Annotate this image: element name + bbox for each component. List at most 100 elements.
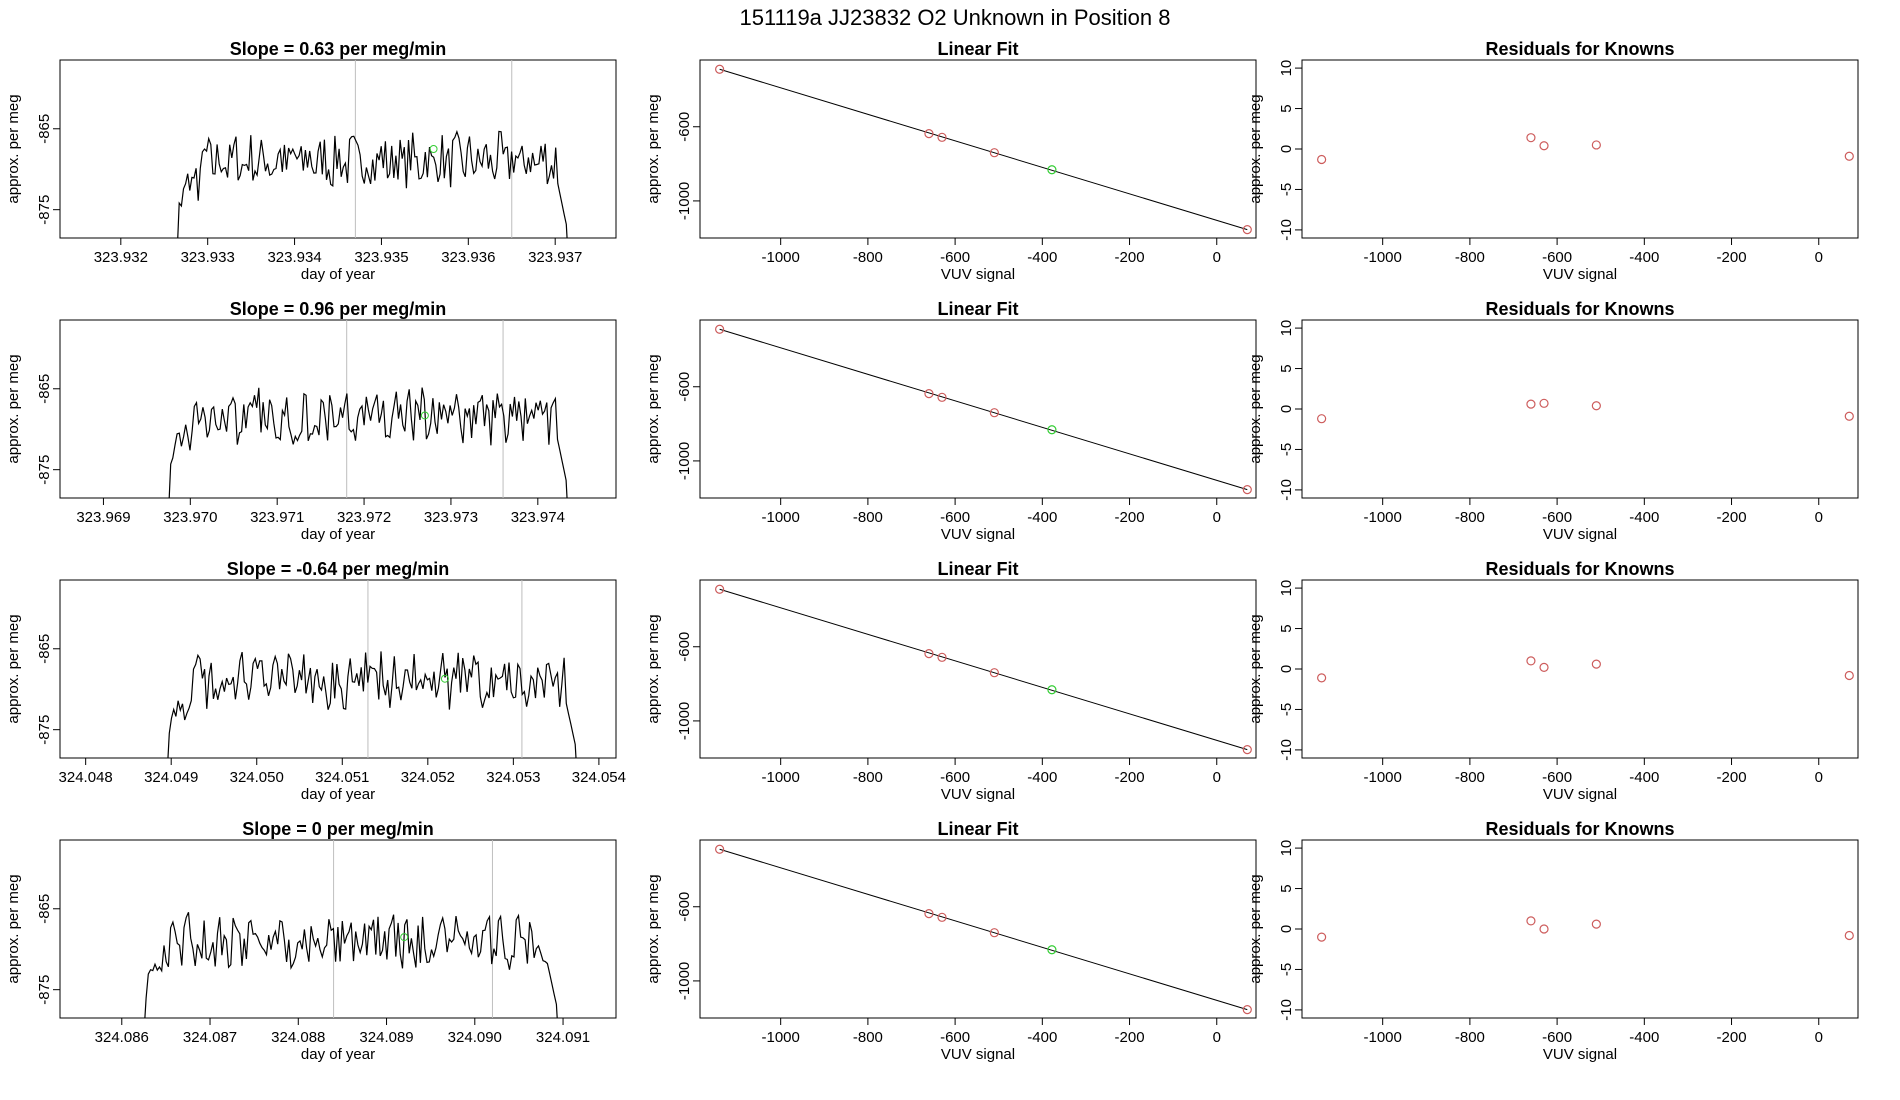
y-tick-label: -865 [36,114,53,144]
x-tick-label: -400 [1027,509,1057,526]
x-tick-label: -400 [1629,1029,1659,1046]
y-tick-label: -5 [1278,703,1295,716]
x-tick-label: -600 [1542,769,1572,786]
y-tick-label: -865 [36,634,53,664]
panel-1: Slope = 0.96 per meg/min 323.969 323.970 32… [5,299,617,543]
x-tick-label: -200 [1717,769,1747,786]
known-point [1317,414,1327,424]
plot-area [168,320,568,498]
known-point [937,392,947,402]
signal-trace [177,129,568,238]
known-point [1844,151,1854,161]
unknown-marker-point [420,411,429,420]
y-tick-label: -1000 [676,702,693,740]
panel-8: Residuals for Knowns-1000 -800 -600 -400 -20… [1247,39,1859,283]
x-tick-label: -200 [1115,1029,1145,1046]
unknown-marker-point [429,145,438,153]
known-point [1591,140,1601,150]
x-tick-label: -800 [1455,769,1485,786]
y-tick-label: 5 [1278,104,1295,112]
y-tick-label: 5 [1278,884,1295,892]
x-axis-label: VUV signal [1543,526,1617,543]
y-axis-label: approx. per meg [5,354,22,463]
unknown-marker-point [440,674,449,683]
signal-trace [168,387,568,498]
y-axis-label: approx. per meg [645,94,662,203]
x-tick-label: -800 [853,509,883,526]
x-tick-label: -600 [940,509,970,526]
x-tick-label: 323.933 [181,249,235,266]
y-tick-label: 0 [1278,665,1295,673]
y-tick-label: -600 [676,372,693,402]
x-tick-label: -400 [1027,249,1057,266]
panel-2: Slope = -0.64 per meg/min 324.048 324.049 3… [5,559,626,803]
panel-title: Slope = 0.96 per meg/min [230,299,447,319]
known-point [989,408,999,418]
plot-area [715,64,1252,235]
panel-6: Linear Fit -1000 -800 -600 -400 -200 0 -600 -100… [645,559,1257,803]
y-axis-label: approx. per meg [1247,874,1264,983]
x-axis-label: VUV signal [941,266,1015,283]
x-axis-label: day of year [301,526,375,543]
x-tick-label: 324.086 [95,1029,149,1046]
known-point [924,909,934,919]
y-tick-label: -5 [1278,183,1295,196]
signal-trace [167,651,577,758]
y-tick-label: 0 [1278,925,1295,933]
known-point [924,389,934,399]
y-tick-label: -875 [36,715,53,745]
plot-area [715,844,1252,1015]
y-axis-label: approx. per meg [1247,354,1264,463]
x-tick-label: 323.934 [267,249,321,266]
x-tick-label: -800 [1455,509,1485,526]
known-point [937,652,947,662]
plot-frame [59,319,617,499]
fit-line [719,328,1248,491]
known-point [1242,485,1252,495]
plot-frame [59,579,617,759]
y-tick-label: -5 [1278,443,1295,456]
known-point [1539,924,1549,934]
known-point [1526,656,1536,666]
x-tick-label: -600 [940,249,970,266]
unknown-point [1047,685,1057,695]
unknown-point [1047,945,1057,955]
x-tick-label: 324.051 [315,769,369,786]
unknown-point [1047,165,1057,175]
panel-title: Slope = 0.63 per meg/min [230,39,447,59]
x-tick-label: -200 [1717,1029,1747,1046]
panel-0: Slope = 0.63 per meg/min 323.932 323.933 32… [5,39,617,283]
x-tick-label: 0 [1815,769,1823,786]
x-tick-label: -600 [1542,249,1572,266]
known-point [1844,411,1854,421]
known-point [1844,670,1854,681]
x-tick-label: -200 [1115,509,1145,526]
plot-frame [699,839,1257,1019]
x-tick-label: 0 [1213,1029,1221,1046]
y-tick-label: 5 [1278,624,1295,632]
y-tick-label: -865 [36,894,53,924]
x-tick-label: -200 [1115,249,1145,266]
y-axis-label: approx. per meg [5,614,22,723]
plot-area [1317,133,1854,165]
x-axis-label: day of year [301,1046,375,1063]
x-tick-label: 0 [1815,509,1823,526]
panel-11: Residuals for Knowns-1000 -800 -600 -400 -20… [1247,819,1859,1063]
plot-area [167,580,577,758]
fit-line [719,68,1248,231]
plot-frame [59,839,617,1019]
known-point [715,584,725,594]
panel-title: Slope = 0 per meg/min [242,819,434,839]
x-tick-label: -1000 [1363,249,1401,266]
fit-line [719,848,1248,1011]
panel-title: Slope = -0.64 per meg/min [227,559,450,579]
y-tick-label: -1000 [676,442,693,480]
x-axis-label: VUV signal [1543,1046,1617,1063]
y-tick-label: 10 [1278,840,1295,857]
plot-frame [699,59,1257,239]
known-point [1539,398,1549,408]
x-tick-label: -800 [853,249,883,266]
plot-frame [699,319,1257,499]
panel-5: Linear Fit -1000 -800 -600 -400 -200 0 -600 -100… [645,299,1257,543]
x-tick-label: 323.971 [250,509,304,526]
